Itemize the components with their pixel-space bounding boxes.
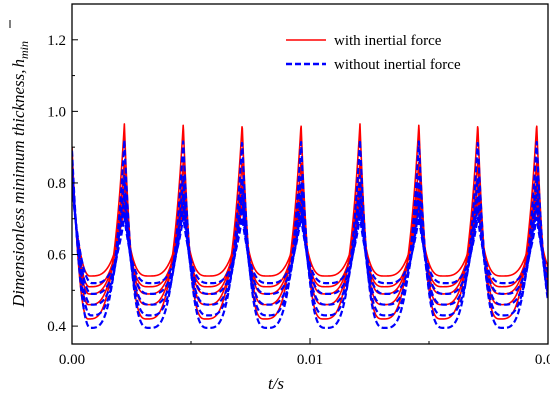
- y-axis-label-subscript: min: [17, 41, 31, 59]
- ticks-layer: 0.00 0.01 0.02 0.4 0.6 0.8 1.0 1.2: [47, 3, 550, 368]
- legend-label: with inertial force: [334, 33, 442, 49]
- series-line-without-inertial-force: [72, 179, 548, 295]
- x-axis-label: t/s: [268, 374, 284, 393]
- x-tick-label: 0.01: [297, 352, 323, 368]
- y-tick-label: 0.8: [47, 176, 66, 192]
- y-tick-label: 1.2: [47, 33, 66, 49]
- x-tick-label: 0.02: [535, 352, 550, 368]
- svg-text:Dimensionless minimum thicknes: Dimensionless minimum thickness,hmin: [9, 41, 31, 308]
- y-axis-label-symbol: h: [9, 59, 28, 68]
- legend-label: without inertial force: [334, 57, 461, 73]
- y-axis-label: Dimensionless minimum thickness,hmin: [9, 20, 31, 308]
- legend: with inertial force without inertial forc…: [286, 33, 461, 73]
- y-axis-label-text: Dimensionless minimum thickness,: [9, 69, 28, 308]
- y-tick-label: 0.4: [47, 319, 66, 335]
- x-tick-label: 0.00: [59, 352, 85, 368]
- y-tick-label: 1.0: [47, 104, 66, 120]
- series-line-without-inertial-force: [72, 186, 548, 285]
- series-line-without-inertial-force: [72, 138, 548, 329]
- series-layer: [72, 123, 548, 329]
- y-tick-label: 0.6: [47, 248, 66, 264]
